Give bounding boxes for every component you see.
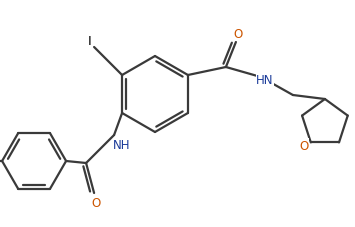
Text: O: O xyxy=(92,197,101,210)
Text: HN: HN xyxy=(256,74,274,87)
Text: O: O xyxy=(299,139,308,152)
Text: NH: NH xyxy=(113,139,131,152)
Text: I: I xyxy=(88,34,92,47)
Text: O: O xyxy=(233,28,242,41)
